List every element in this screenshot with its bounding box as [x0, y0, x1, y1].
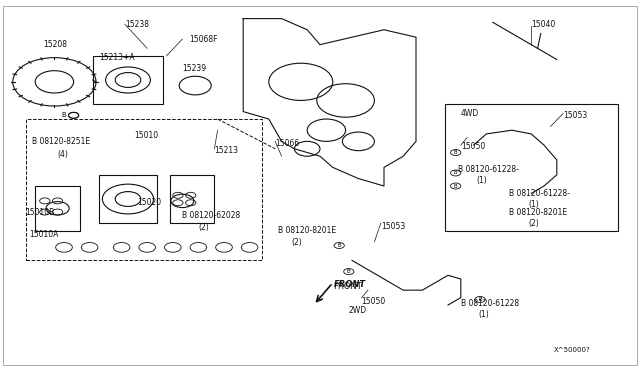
Bar — [93, 56, 163, 104]
Text: 15213+A: 15213+A — [99, 53, 135, 62]
Text: (2): (2) — [291, 238, 302, 247]
Text: 15053: 15053 — [563, 111, 588, 120]
Text: 15050: 15050 — [461, 142, 485, 151]
Text: B 08120-8201E: B 08120-8201E — [278, 226, 337, 235]
Text: (1): (1) — [528, 200, 539, 209]
Bar — [445, 104, 618, 231]
Text: 15020: 15020 — [138, 198, 162, 207]
Text: 15053: 15053 — [381, 222, 405, 231]
Text: 15208: 15208 — [44, 40, 68, 49]
Text: (1): (1) — [477, 176, 488, 185]
Text: 4WD: 4WD — [461, 109, 479, 118]
Text: B 08120-61228-: B 08120-61228- — [509, 189, 570, 198]
Text: (1): (1) — [479, 310, 490, 319]
Text: (2): (2) — [198, 223, 209, 232]
Text: 2WD: 2WD — [349, 306, 367, 315]
Text: 15010: 15010 — [134, 131, 159, 140]
Text: B: B — [478, 297, 482, 302]
Text: X^50000?: X^50000? — [554, 347, 590, 353]
Text: B 08120-61228: B 08120-61228 — [461, 299, 519, 308]
Text: 15010B: 15010B — [26, 208, 55, 217]
Text: B 08120-61228-: B 08120-61228- — [458, 165, 518, 174]
Text: B: B — [454, 170, 458, 176]
Text: B: B — [347, 269, 351, 274]
Text: 15010A: 15010A — [29, 230, 58, 239]
Text: FRONT: FRONT — [334, 280, 366, 289]
Text: B 08120-8201E: B 08120-8201E — [509, 208, 567, 217]
Text: B: B — [454, 183, 458, 189]
Text: (2): (2) — [528, 219, 539, 228]
Text: FRONT: FRONT — [333, 282, 362, 291]
Text: 15213: 15213 — [214, 146, 239, 155]
Text: 15050: 15050 — [362, 297, 386, 306]
Bar — [99, 175, 157, 223]
Bar — [170, 175, 214, 223]
Text: B 08120-8251E: B 08120-8251E — [32, 137, 90, 146]
Text: 15238: 15238 — [125, 20, 149, 29]
Text: 15068F: 15068F — [189, 35, 218, 44]
Text: B: B — [61, 112, 67, 118]
Text: B: B — [454, 150, 458, 155]
Text: B 08120-62028: B 08120-62028 — [182, 211, 241, 220]
Text: 15040: 15040 — [531, 20, 556, 29]
Bar — [35, 186, 80, 231]
Text: B: B — [337, 243, 341, 248]
Text: (4): (4) — [58, 150, 68, 159]
Text: 15066: 15066 — [275, 139, 300, 148]
Text: 15239: 15239 — [182, 64, 207, 73]
